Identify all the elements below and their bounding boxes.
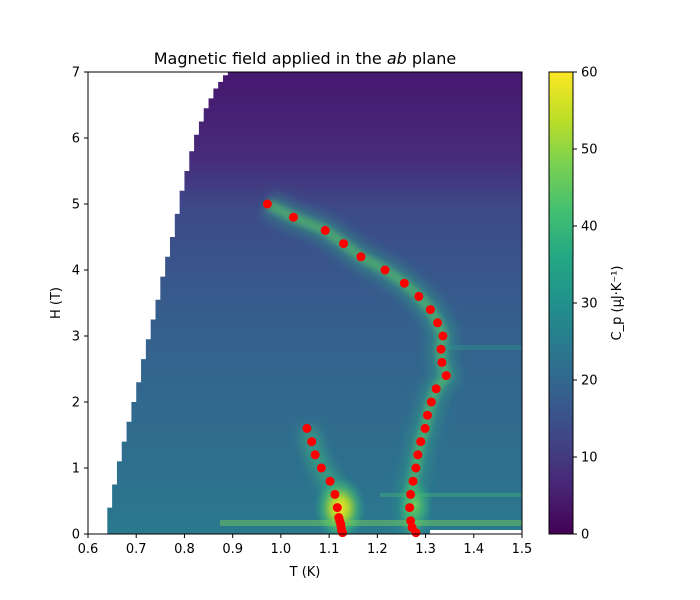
no-data-region (88, 72, 243, 534)
data-point (262, 199, 272, 209)
data-point (441, 371, 451, 381)
y-axis: 0 1 2 3 4 5 6 7 (72, 66, 88, 543)
data-point (380, 265, 390, 275)
colorbar-tick-label: 20 (581, 374, 598, 389)
data-point (425, 305, 435, 315)
colorbar-tick-label: 0 (581, 528, 589, 543)
x-tick-label: 1.0 (271, 542, 292, 557)
y-tick-label: 1 (72, 462, 80, 477)
data-point (332, 503, 342, 513)
y-tick-label: 3 (72, 330, 80, 345)
data-point (307, 437, 317, 447)
plot-frame (87, 71, 523, 535)
data-point (437, 357, 447, 367)
data-point (422, 410, 432, 420)
data-point (414, 291, 424, 301)
x-tick-label: 1.3 (415, 542, 436, 557)
data-point (302, 423, 312, 433)
data-point (330, 489, 340, 499)
data-point (413, 450, 423, 460)
data-point (408, 476, 418, 486)
x-tick-label: 1.4 (463, 542, 484, 557)
data-point (411, 528, 421, 538)
colorbar-label: C_p (μJ·K⁻¹) (610, 266, 625, 341)
colorbar-tick-label: 40 (581, 220, 598, 235)
data-point (433, 318, 443, 328)
colorbar-tick-label: 50 (581, 143, 598, 158)
mid-field-streak (440, 345, 522, 350)
data-point (339, 239, 349, 249)
data-point (325, 476, 335, 486)
x-axis-label: T (K) (289, 565, 321, 580)
data-point (431, 384, 441, 394)
data-point (356, 252, 366, 262)
data-point (399, 278, 409, 288)
y-tick-label: 6 (72, 132, 80, 147)
data-point (416, 437, 426, 447)
colorbar-tick-label: 60 (581, 66, 598, 81)
colorbar-tick-label: 10 (581, 451, 598, 466)
colorbar (548, 71, 574, 535)
x-tick-label: 1.2 (367, 542, 388, 557)
data-point (438, 331, 448, 341)
data-point (405, 503, 415, 513)
data-point (316, 463, 326, 473)
y-tick-label: 0 (72, 528, 80, 543)
y-axis-label: H (T) (49, 287, 64, 319)
heatmap (88, 72, 522, 534)
upper-peak-hotspot (397, 477, 433, 533)
colorbar-tick-label: 30 (581, 297, 598, 312)
data-point (436, 344, 446, 354)
x-tick-label: 0.7 (126, 542, 147, 557)
low-field-streak-2 (380, 493, 522, 497)
no-data-strip (430, 530, 522, 534)
data-point (426, 397, 436, 407)
y-tick-label: 4 (72, 264, 80, 279)
data-point (411, 463, 421, 473)
y-tick-label: 5 (72, 198, 80, 213)
x-axis: 0.6 0.7 0.8 0.9 1.0 1.1 1.2 1.3 1.4 1.5 (78, 534, 533, 557)
data-point (320, 225, 330, 235)
x-tick-label: 0.9 (222, 542, 243, 557)
data-point (406, 489, 416, 499)
y-tick-label: 2 (72, 396, 80, 411)
y-tick-label: 7 (72, 66, 80, 81)
data-point (338, 528, 348, 538)
data-point (310, 450, 320, 460)
data-point (288, 212, 298, 222)
x-tick-label: 0.6 (78, 542, 99, 557)
x-tick-label: 1.1 (319, 542, 340, 557)
colorbar-axis: 0 10 20 30 40 50 60 (573, 66, 598, 543)
x-tick-label: 1.5 (512, 542, 533, 557)
x-tick-label: 0.8 (174, 542, 195, 557)
data-point (420, 423, 430, 433)
chart-title: Magnetic field applied in the ab plane (154, 49, 457, 68)
low-field-streak (220, 520, 522, 526)
data-markers (262, 199, 451, 538)
